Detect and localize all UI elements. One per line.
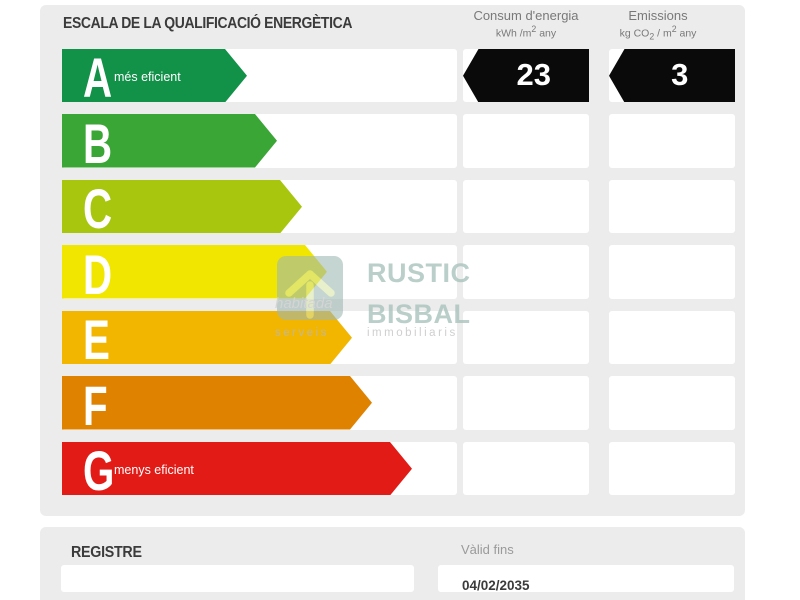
svg-text:serveis: serveis [275,327,329,339]
svg-text:habitada: habitada [275,295,333,312]
svg-text:BISBAL: BISBAL [367,299,471,329]
svg-text:RUSTIC: RUSTIC [367,258,471,288]
svg-text:immobiliaris: immobiliaris [367,327,458,339]
